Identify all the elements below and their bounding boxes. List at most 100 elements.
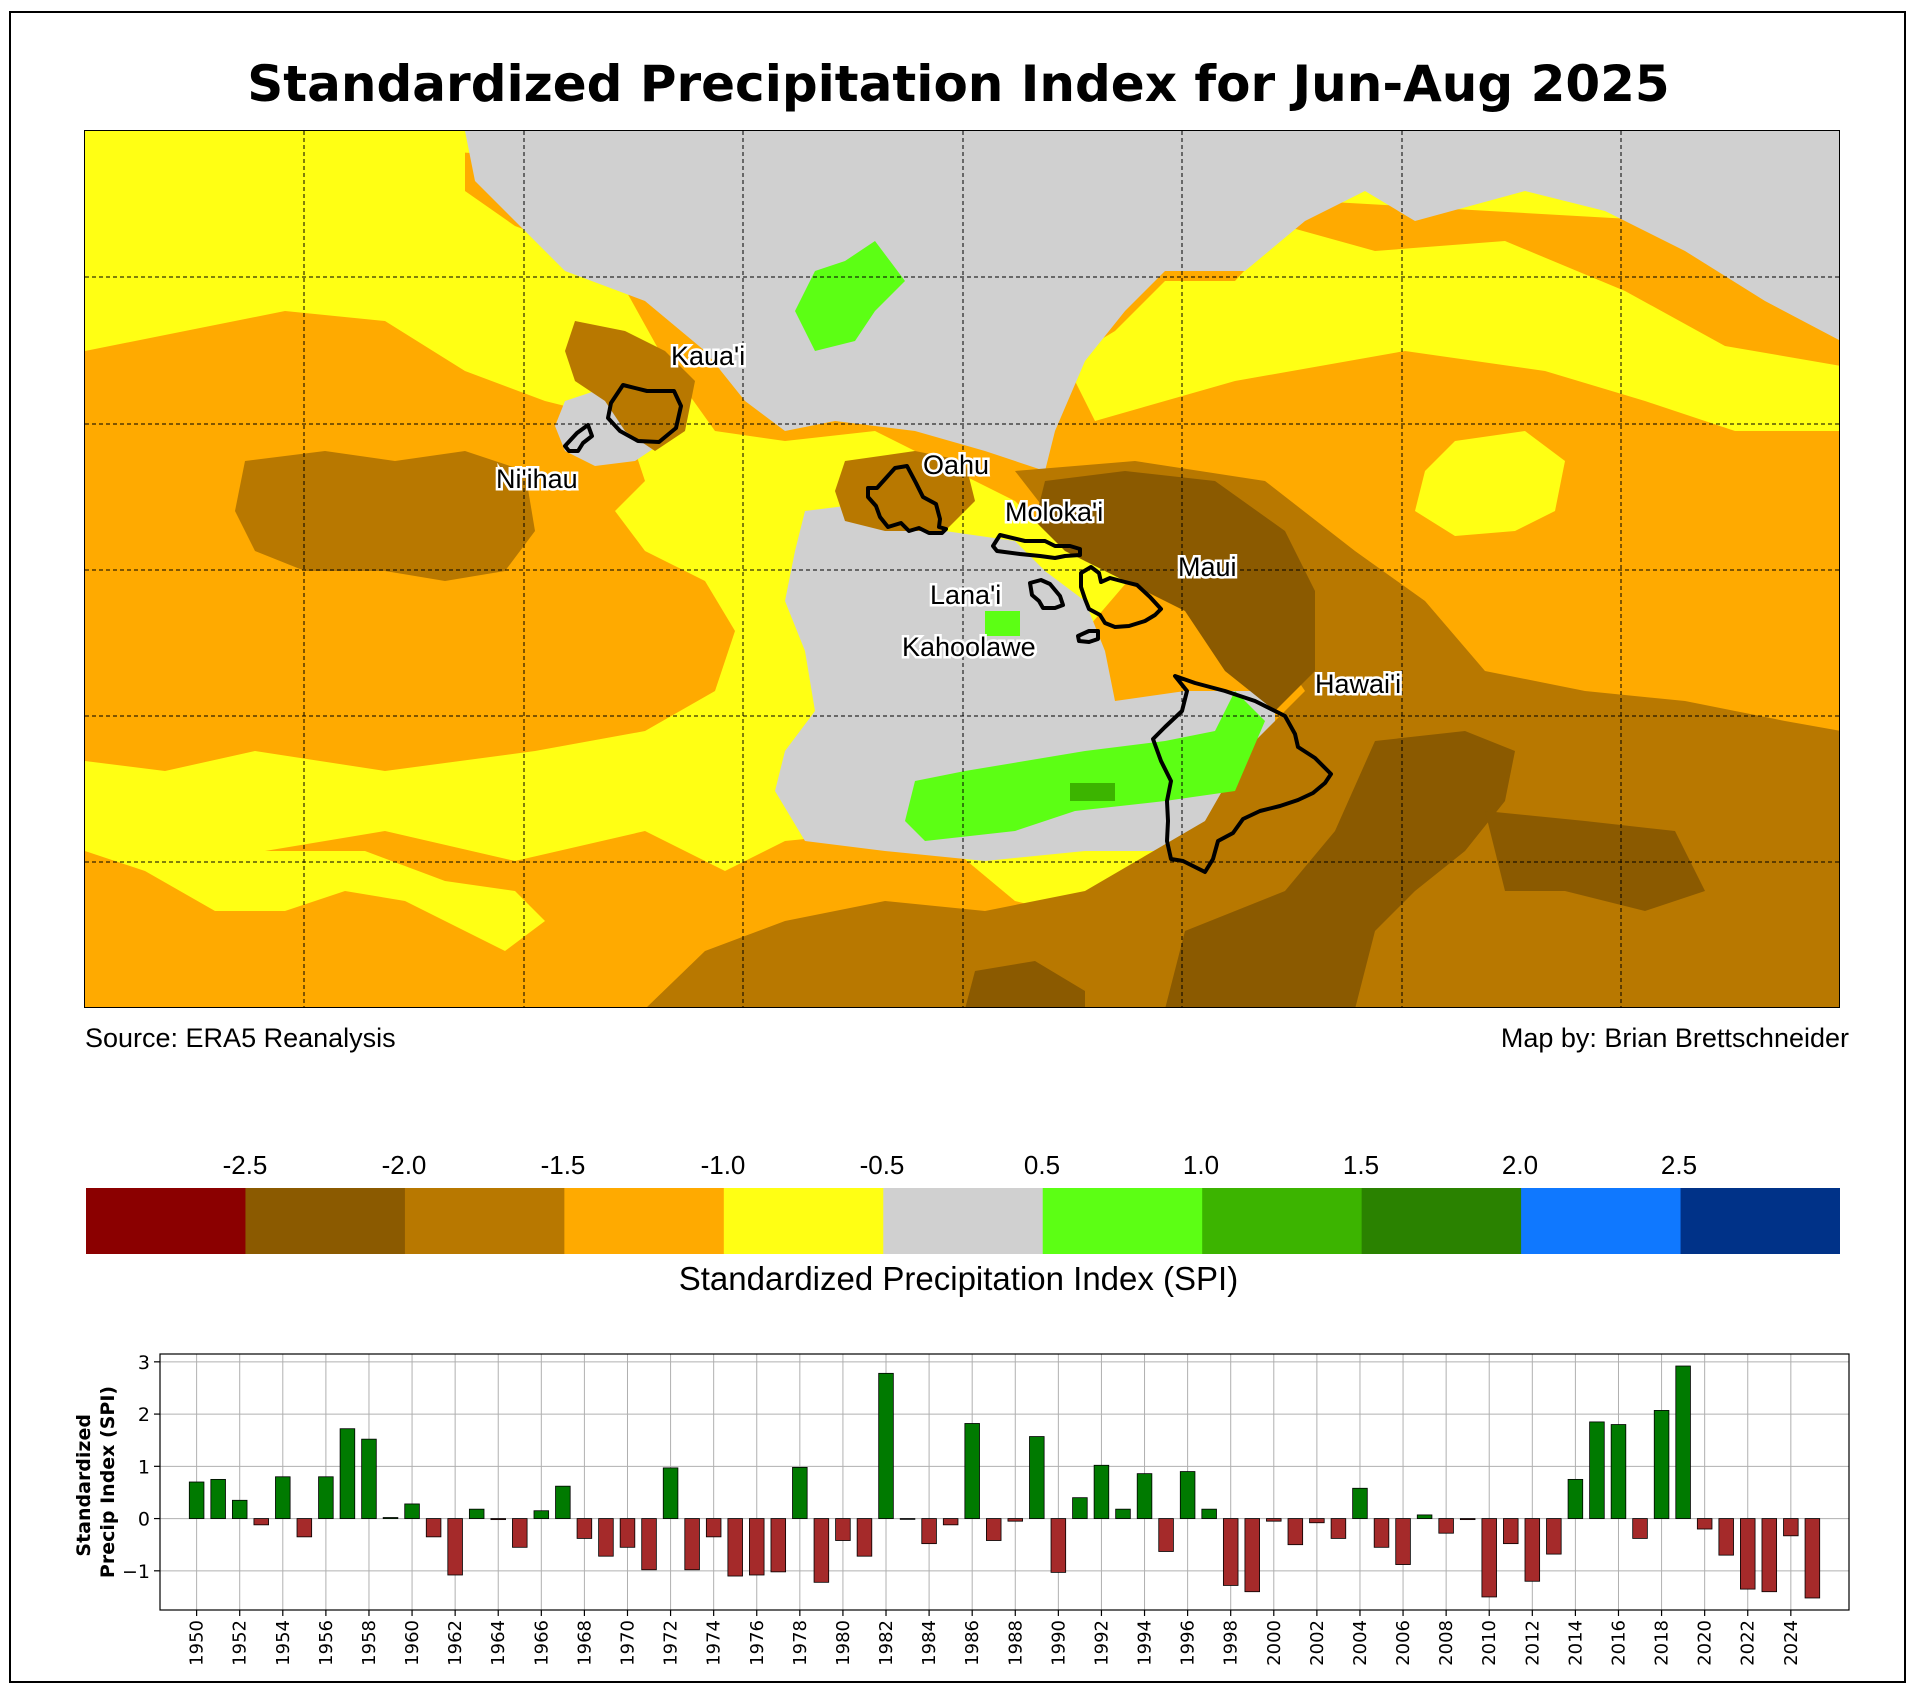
xtick-label: 1982 bbox=[876, 1620, 897, 1666]
map-tan-oahu bbox=[835, 451, 975, 531]
map-brown-southeast bbox=[1165, 731, 1515, 1007]
colorbar-swatch bbox=[1521, 1188, 1682, 1254]
label-hawaii: Hawai'i bbox=[1315, 669, 1401, 699]
spi-bar bbox=[1610, 1424, 1627, 1519]
xtick-label: 1952 bbox=[230, 1620, 251, 1666]
colorbar-tick: -1.5 bbox=[540, 1150, 586, 1180]
map-credit: Map by: Brian Brettschneider bbox=[1500, 1023, 1849, 1053]
spi-bar bbox=[1201, 1508, 1217, 1519]
colorbar-tick: -2.5 bbox=[222, 1150, 268, 1180]
spi-bar bbox=[275, 1476, 291, 1519]
spi-bar bbox=[598, 1518, 614, 1557]
xtick-label: 1998 bbox=[1221, 1620, 1242, 1666]
colorbar-swatch bbox=[1202, 1188, 1363, 1254]
colorbar-tick: -0.5 bbox=[859, 1150, 905, 1180]
xtick-label: 2024 bbox=[1781, 1620, 1802, 1666]
xtick-label: 1974 bbox=[704, 1620, 725, 1666]
spi-bar bbox=[468, 1508, 485, 1519]
map-yellow-southwest bbox=[85, 851, 545, 951]
spi-bar bbox=[1115, 1508, 1131, 1519]
xtick-label: 1986 bbox=[962, 1620, 983, 1666]
map-grid bbox=[85, 131, 1839, 1007]
map-yellow-east-patch bbox=[1415, 431, 1565, 536]
island-kauai-outline bbox=[606, 383, 683, 444]
map-green-lanai bbox=[985, 611, 1020, 636]
spi-bar bbox=[1589, 1421, 1605, 1519]
island-maui-outline bbox=[1079, 565, 1163, 629]
spi-bar bbox=[705, 1518, 722, 1538]
colorbar-swatch bbox=[1361, 1188, 1522, 1254]
island-oahu-outline bbox=[866, 464, 948, 535]
xtick-label: 1980 bbox=[833, 1620, 854, 1666]
spi-bar bbox=[533, 1510, 550, 1519]
island-labels: Kaua'i Ni'ihau Oahu Moloka'i Maui Lana'i… bbox=[494, 339, 1404, 702]
spi-bar bbox=[899, 1518, 916, 1520]
bar-chart-ylabel: Standardized Precip Index (SPI) bbox=[73, 1386, 119, 1578]
spi-bar bbox=[1029, 1436, 1045, 1519]
spi-bar bbox=[210, 1478, 226, 1519]
spi-bar bbox=[1136, 1473, 1153, 1519]
xtick-label: 1994 bbox=[1135, 1620, 1156, 1666]
xtick-label: 1978 bbox=[790, 1620, 811, 1666]
map-brown-central bbox=[1035, 471, 1315, 711]
spi-bar bbox=[1524, 1518, 1541, 1582]
xtick-label: 2022 bbox=[1738, 1620, 1759, 1666]
island-lanai-outline bbox=[1028, 578, 1065, 610]
bar-chart-xticks: 1950 1952 1954 1956 1958 1960 1962 1964 1966 1968… bbox=[187, 1610, 1802, 1666]
spi-bar bbox=[749, 1518, 765, 1576]
label-lanai: Lana'i bbox=[930, 580, 1001, 610]
spi-bar bbox=[1244, 1518, 1260, 1593]
spi-bar bbox=[1007, 1518, 1023, 1522]
spi-bar bbox=[576, 1518, 593, 1539]
colorbar-swatch bbox=[723, 1188, 884, 1254]
bar-chart-yticks: 3 2 1 0 −1 bbox=[122, 1352, 160, 1583]
colorbar-swatch bbox=[245, 1188, 406, 1254]
spi-bar bbox=[1330, 1518, 1347, 1539]
spi-bar bbox=[770, 1518, 787, 1573]
spi-bar bbox=[1287, 1518, 1304, 1546]
map-darkgreen-patch bbox=[1070, 783, 1115, 801]
spi-bar bbox=[1632, 1518, 1648, 1539]
spi-bar bbox=[619, 1518, 636, 1548]
xtick-label: 1954 bbox=[273, 1620, 294, 1666]
ylabel-line-1: Standardized bbox=[73, 1414, 95, 1557]
island-outlines bbox=[563, 383, 1333, 874]
spi-bar bbox=[382, 1517, 399, 1519]
xtick-label: 1984 bbox=[919, 1620, 940, 1666]
spi-bar bbox=[1179, 1471, 1196, 1519]
xtick-label: 1960 bbox=[402, 1620, 423, 1666]
spi-bar bbox=[1072, 1497, 1088, 1519]
xtick-label: 1950 bbox=[187, 1620, 208, 1666]
xtick-label: 1990 bbox=[1048, 1620, 1069, 1666]
colorbar-swatch bbox=[883, 1188, 1044, 1254]
bar-chart-marks bbox=[188, 1365, 1821, 1599]
ytick-label: −1 bbox=[122, 1561, 150, 1583]
colorbar-tick: 1.0 bbox=[1182, 1150, 1220, 1180]
spi-bar bbox=[512, 1518, 528, 1548]
colorbar-tick: -2.0 bbox=[381, 1150, 427, 1180]
spi-bar bbox=[555, 1485, 571, 1519]
label-kauai: Kaua'i bbox=[671, 341, 745, 371]
spi-bar bbox=[1804, 1518, 1821, 1599]
xtick-label: 1968 bbox=[574, 1620, 595, 1666]
ytick-label: 3 bbox=[138, 1352, 150, 1374]
map-green-north bbox=[795, 241, 905, 351]
spi-bar bbox=[1158, 1518, 1174, 1552]
spi-bar bbox=[447, 1518, 463, 1576]
spi-map: Kaua'i Ni'ihau Oahu Moloka'i Maui Lana'i… bbox=[84, 130, 1840, 1008]
colorbar-swatch bbox=[1680, 1188, 1840, 1254]
spi-bar bbox=[1503, 1518, 1519, 1545]
xtick-label: 1970 bbox=[617, 1620, 638, 1666]
colorbar-swatch bbox=[86, 1188, 246, 1254]
source-credit: Source: ERA5 Reanalysis bbox=[85, 1023, 396, 1053]
spi-bar bbox=[662, 1467, 679, 1519]
spi-bar bbox=[1373, 1518, 1390, 1548]
xtick-label: 1992 bbox=[1091, 1620, 1112, 1666]
ylabel-line-2: Precip Index (SPI) bbox=[97, 1386, 119, 1578]
colorbar-swatch bbox=[1042, 1188, 1203, 1254]
spi-bar bbox=[188, 1481, 205, 1519]
xtick-label: 1962 bbox=[445, 1620, 466, 1666]
bar-chart-axes bbox=[159, 1353, 1850, 1611]
xtick-label: 2020 bbox=[1695, 1620, 1716, 1666]
